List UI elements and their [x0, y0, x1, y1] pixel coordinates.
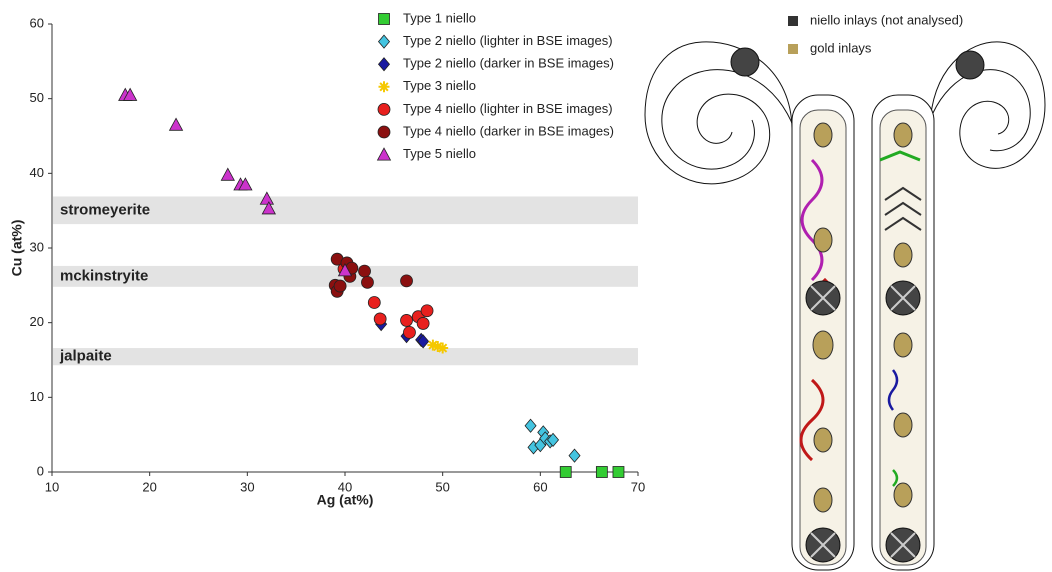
y-tick-label: 10	[30, 389, 44, 404]
marker-diamond	[377, 34, 391, 49]
marker-star	[427, 339, 439, 351]
crozier-left	[644, 41, 855, 571]
legend-label: Type 2 niello (darker in BSE images)	[403, 56, 614, 71]
marker-diamond	[547, 432, 560, 448]
marker-diamond	[568, 448, 581, 463]
marker-circle	[367, 296, 381, 309]
figure-legend-label: gold inlays	[810, 40, 872, 55]
marker-circle	[416, 317, 430, 330]
marker-triangle	[376, 147, 392, 161]
figure-legend: niello inlays (not analysed) gold inlays	[788, 12, 963, 55]
band-label: jalpaite	[59, 348, 112, 365]
legend-label: Type 3 niello	[403, 78, 476, 93]
y-axis-label: Cu (at%)	[9, 220, 25, 277]
x-axis-label: Ag (at%)	[317, 492, 374, 508]
marker-triangle	[220, 167, 235, 181]
x-tick-label: 50	[435, 479, 449, 494]
marker-triangle	[261, 201, 276, 215]
marker-star	[437, 342, 449, 354]
y-tick-label: 30	[30, 239, 44, 254]
legend-label: Type 1 niello	[403, 10, 476, 25]
y-tick-label: 60	[30, 15, 44, 30]
marker-triangle	[238, 177, 253, 191]
marker-star	[432, 341, 444, 353]
marker-circle	[377, 125, 391, 139]
marker-circle	[420, 304, 434, 318]
marker-square	[612, 466, 625, 478]
mineral-band	[53, 196, 638, 225]
band-label: mckinstryite	[60, 267, 148, 284]
marker-circle	[373, 312, 387, 326]
marker-circle	[377, 103, 391, 116]
x-tick-label: 70	[631, 479, 645, 494]
marker-circle	[400, 314, 413, 327]
marker-square	[595, 466, 608, 478]
marker-triangle	[337, 263, 353, 277]
marker-circle	[358, 264, 371, 278]
marker-diamond	[417, 334, 430, 349]
x-tick-label: 40	[338, 479, 352, 494]
y-tick-label: 20	[30, 314, 44, 329]
marker-square	[378, 13, 390, 25]
figure-legend-label: niello inlays (not analysed)	[810, 12, 963, 27]
marker-triangle	[122, 87, 138, 101]
marker-circle	[333, 279, 347, 293]
marker-circle	[361, 275, 374, 289]
marker-triangle	[168, 117, 184, 131]
marker-triangle	[259, 191, 275, 205]
marker-circle	[403, 325, 416, 339]
crozier-right	[871, 41, 1046, 571]
marker-star	[378, 81, 390, 93]
legend-label: Type 4 niello (lighter in BSE images)	[403, 101, 613, 116]
mineral-bands: stromeyerite mckinstryite jalpaite	[53, 196, 638, 366]
legend-label: Type 5 niello	[403, 146, 476, 161]
y-tick-label: 40	[30, 165, 44, 180]
mineral-band	[53, 348, 638, 366]
x-tick-label: 20	[142, 479, 156, 494]
y-tick-label: 50	[30, 90, 44, 105]
figure-legend-swatch	[788, 44, 798, 54]
band-label: stromeyerite	[60, 201, 150, 218]
marker-diamond	[377, 57, 391, 72]
x-tick-label: 60	[533, 479, 547, 494]
y-tick-label: 0	[37, 463, 44, 478]
marker-diamond	[524, 418, 537, 433]
x-tick-label: 30	[240, 479, 254, 494]
legend-label: Type 2 niello (lighter in BSE images)	[403, 33, 613, 48]
figure-legend-swatch	[788, 16, 798, 26]
marker-square	[559, 466, 572, 478]
marker-circle	[400, 274, 413, 288]
x-tick-label: 10	[45, 479, 59, 494]
legend: Type 1 niello Type 2 niello (lighter in B…	[376, 10, 614, 161]
legend-label: Type 4 niello (darker in BSE images)	[403, 123, 614, 138]
